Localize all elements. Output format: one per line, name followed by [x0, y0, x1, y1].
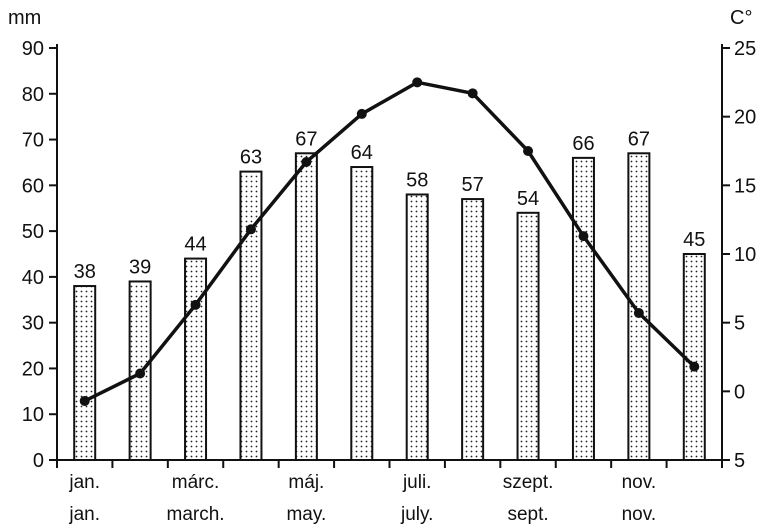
- temperature-point: [245, 224, 256, 235]
- bar-value-label: 58: [406, 169, 428, 191]
- right-axis-tick-label: 10: [734, 244, 756, 266]
- right-axis-tick-label: 15: [734, 175, 756, 197]
- temperature-point: [301, 156, 312, 167]
- temperature-point: [633, 308, 644, 319]
- right-axis-tick-label: 0: [734, 381, 745, 403]
- temperature-point: [578, 231, 589, 242]
- temperature-point: [467, 88, 478, 99]
- right-unit-label: C°: [730, 7, 752, 29]
- right-axis-tick-label: 5: [734, 450, 745, 472]
- bar-value-label: 63: [240, 147, 262, 169]
- left-axis-tick-label: 10: [22, 404, 44, 426]
- month-label-hu: máj.: [288, 472, 324, 493]
- temperature-point: [689, 361, 700, 372]
- bar-value-label: 44: [184, 234, 206, 256]
- left-axis-tick-label: 70: [22, 130, 44, 152]
- bar-value-label: 67: [628, 128, 650, 150]
- left-axis-tick-label: 0: [33, 450, 44, 472]
- temperature-line: [83, 80, 696, 403]
- month-label-hu: márc.: [172, 472, 220, 493]
- left-axis-tick-label: 60: [22, 175, 44, 197]
- month-label-hu: szept.: [503, 472, 554, 493]
- month-label-en: may.: [286, 504, 326, 525]
- left-axis-tick-label: 50: [22, 221, 44, 243]
- precipitation-bar: [73, 285, 97, 461]
- precipitation-bar: [627, 152, 651, 462]
- month-label-en: jan.: [68, 504, 100, 525]
- left-axis-tick-label: 90: [22, 38, 44, 60]
- month-label-en: sept.: [507, 504, 548, 525]
- month-label-en: july.: [400, 504, 433, 525]
- precipitation-bar: [571, 156, 595, 461]
- temperature-point: [190, 299, 201, 310]
- month-label-hu: juli.: [402, 472, 432, 493]
- precipitation-bar: [461, 198, 485, 461]
- temperature-point: [135, 368, 146, 379]
- precipitation-bar: [184, 257, 208, 462]
- bar-value-label: 45: [683, 229, 705, 251]
- month-label-hu: nov.: [622, 472, 657, 493]
- precipitation-bar: [294, 152, 318, 462]
- bar-value-label: 39: [129, 256, 151, 278]
- month-label-en: nov.: [622, 504, 657, 525]
- month-label-hu: jan.: [68, 472, 100, 493]
- bar-value-label: 54: [517, 188, 539, 210]
- left-axis-tick-label: 30: [22, 313, 44, 335]
- bar-value-label: 38: [74, 261, 96, 283]
- precipitation-bar: [239, 170, 263, 461]
- precipitation-bar: [516, 211, 540, 461]
- temperature-point: [412, 77, 423, 88]
- bar-value-label: 67: [295, 128, 317, 150]
- bar-value-label: 57: [462, 174, 484, 196]
- left-axis-tick-label: 80: [22, 84, 44, 106]
- left-axis-tick-label: 20: [22, 358, 44, 380]
- right-axis-tick-label: 5: [734, 313, 745, 335]
- temperature-point: [79, 395, 90, 406]
- bar-value-label: 64: [351, 142, 373, 164]
- temperature-point: [523, 146, 534, 156]
- precipitation-bar: [350, 166, 374, 461]
- right-axis-tick-label: 20: [734, 107, 756, 129]
- left-axis-tick-label: 40: [22, 267, 44, 289]
- right-axis-tick-label: 25: [734, 38, 756, 60]
- left-unit-label: mm: [8, 7, 41, 29]
- precipitation-bar: [405, 193, 429, 461]
- temperature-point: [356, 108, 367, 119]
- precipitation-bar: [682, 253, 706, 461]
- bar-value-label: 66: [572, 133, 594, 155]
- month-label-en: march.: [167, 504, 225, 525]
